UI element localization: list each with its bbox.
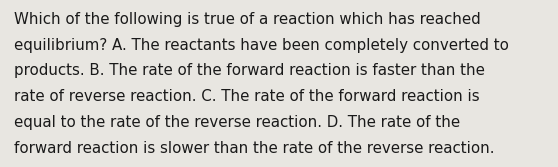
Text: rate of reverse reaction. C. The rate of the forward reaction is: rate of reverse reaction. C. The rate of…	[14, 89, 479, 104]
Text: equilibrium? A. The reactants have been completely converted to: equilibrium? A. The reactants have been …	[14, 38, 509, 53]
Text: forward reaction is slower than the rate of the reverse reaction.: forward reaction is slower than the rate…	[14, 141, 494, 156]
Text: Which of the following is true of a reaction which has reached: Which of the following is true of a reac…	[14, 12, 480, 27]
Text: equal to the rate of the reverse reaction. D. The rate of the: equal to the rate of the reverse reactio…	[14, 115, 460, 130]
Text: products. B. The rate of the forward reaction is faster than the: products. B. The rate of the forward rea…	[14, 63, 485, 78]
